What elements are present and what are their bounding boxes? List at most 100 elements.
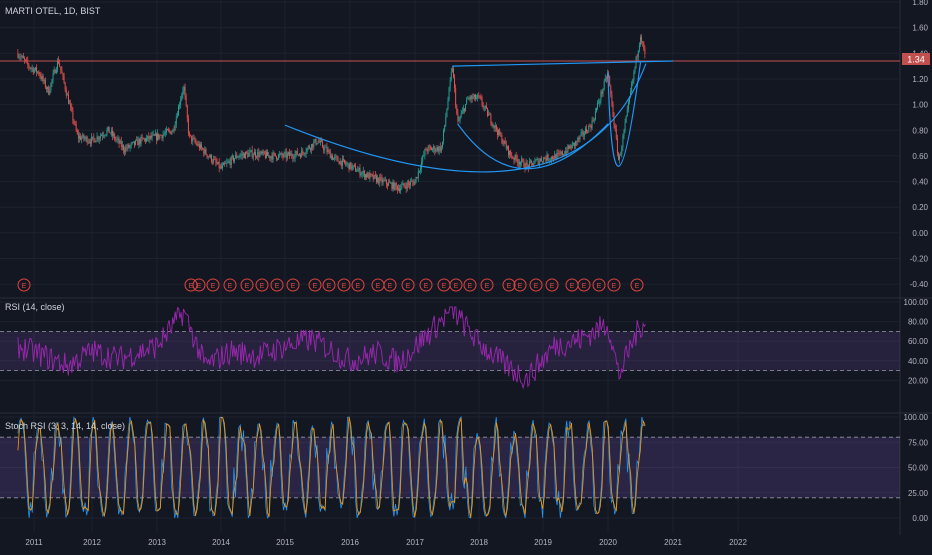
earnings-marker[interactable] [351,278,365,292]
earnings-marker[interactable] [592,278,606,292]
price-tick-label: 1.20 [912,75,928,84]
earnings-marker[interactable] [206,278,220,292]
cup-curve[interactable] [457,123,609,170]
earnings-marker[interactable] [223,278,237,292]
stoch-k-line[interactable] [17,415,646,519]
earnings-marker[interactable] [383,278,397,292]
price-candle-body [317,141,319,144]
price-candle-body [215,159,217,163]
earnings-marker-label: E [313,283,318,290]
price-candle-body [244,153,245,159]
earnings-marker[interactable] [255,278,269,292]
price-candle-body [468,97,470,99]
price-candle-body [407,182,409,184]
price-tick-label: 1.80 [912,0,928,7]
price-candle-body [336,156,338,158]
price-candle-body [314,139,316,143]
price-candle-body [80,136,82,140]
earnings-marker[interactable] [480,278,494,292]
price-candle-body [532,162,534,166]
earnings-marker[interactable] [286,278,300,292]
price-candle-body [134,141,135,145]
earnings-marker[interactable] [270,278,284,292]
price-candle-body [191,135,193,142]
earnings-marker-label: E [327,283,332,290]
earnings-marker-label: E [507,283,512,290]
price-candle-body [598,102,600,104]
price-candle-body [130,143,132,146]
price-candle-body [288,152,289,154]
earnings-marker[interactable] [337,278,351,292]
earnings-marker[interactable] [607,278,621,292]
price-candle-body [55,69,57,74]
price-candle-body [104,135,106,136]
price-candle-body [334,156,336,159]
earnings-marker[interactable] [401,278,415,292]
price-candle-body [149,136,151,140]
rsi-line[interactable] [17,306,646,390]
earnings-marker[interactable] [184,278,198,292]
price-candle-body [263,151,265,154]
earnings-marker[interactable] [545,278,559,292]
trendline[interactable] [452,60,674,67]
rsi-tick-label: 80.00 [908,318,929,327]
stoch-rsi-pane[interactable] [0,415,900,519]
price-candle-body [180,99,182,106]
price-candle-body [570,146,572,149]
earnings-marker[interactable] [17,278,31,292]
earnings-marker-label: E [342,283,347,290]
rsi-pane[interactable] [0,306,900,390]
price-candle-body [367,173,369,178]
price-candle-body [352,165,354,167]
price-candle-body [66,94,68,96]
price-candle-body [387,184,388,186]
price-candle-body [457,113,459,121]
earnings-marker[interactable] [463,278,477,292]
cup-curve[interactable] [607,62,642,167]
earnings-marker[interactable] [240,278,254,292]
earnings-marker[interactable] [513,278,527,292]
earnings-marker[interactable] [308,278,322,292]
price-candle-body [563,154,564,156]
price-candle-body [297,154,299,156]
price-candle-body [627,102,629,109]
earnings-marker[interactable] [419,278,433,292]
price-candle-body [454,76,456,89]
price-candle-body [79,136,80,139]
price-candle-body [96,136,98,142]
price-candle-body [594,111,596,120]
earnings-marker[interactable] [577,278,591,292]
year-tick-label: 2012 [83,538,101,547]
price-tick-label: 0.00 [912,229,928,238]
price-candle-body [99,135,101,138]
price-candle-body [471,95,473,99]
price-candle-body [564,154,566,155]
price-candle-body [425,149,427,151]
price-candle-body [448,87,450,101]
price-candle-body [189,133,190,135]
year-tick-label: 2013 [148,538,166,547]
stoch-d-line[interactable] [17,417,646,518]
year-tick-label: 2015 [276,538,294,547]
price-candle-body [48,87,50,95]
price-candle-body [377,177,379,183]
price-candle-body [506,146,508,149]
earnings-marker[interactable] [529,278,543,292]
earnings-marker[interactable] [322,278,336,292]
earnings-marker[interactable] [449,278,463,292]
price-candle-body [513,158,515,161]
price-candle-body [217,161,219,164]
price-candle-body [148,135,150,140]
price-candle-body [30,68,32,69]
earnings-marker[interactable] [502,278,516,292]
price-candle-body [291,153,293,157]
earnings-marker-label: E [275,283,280,290]
price-candle-body [378,177,380,184]
earnings-marker[interactable] [192,278,206,292]
price-candle-body [554,154,556,160]
price-candle-body [182,90,184,95]
earnings-marker[interactable] [630,278,644,292]
